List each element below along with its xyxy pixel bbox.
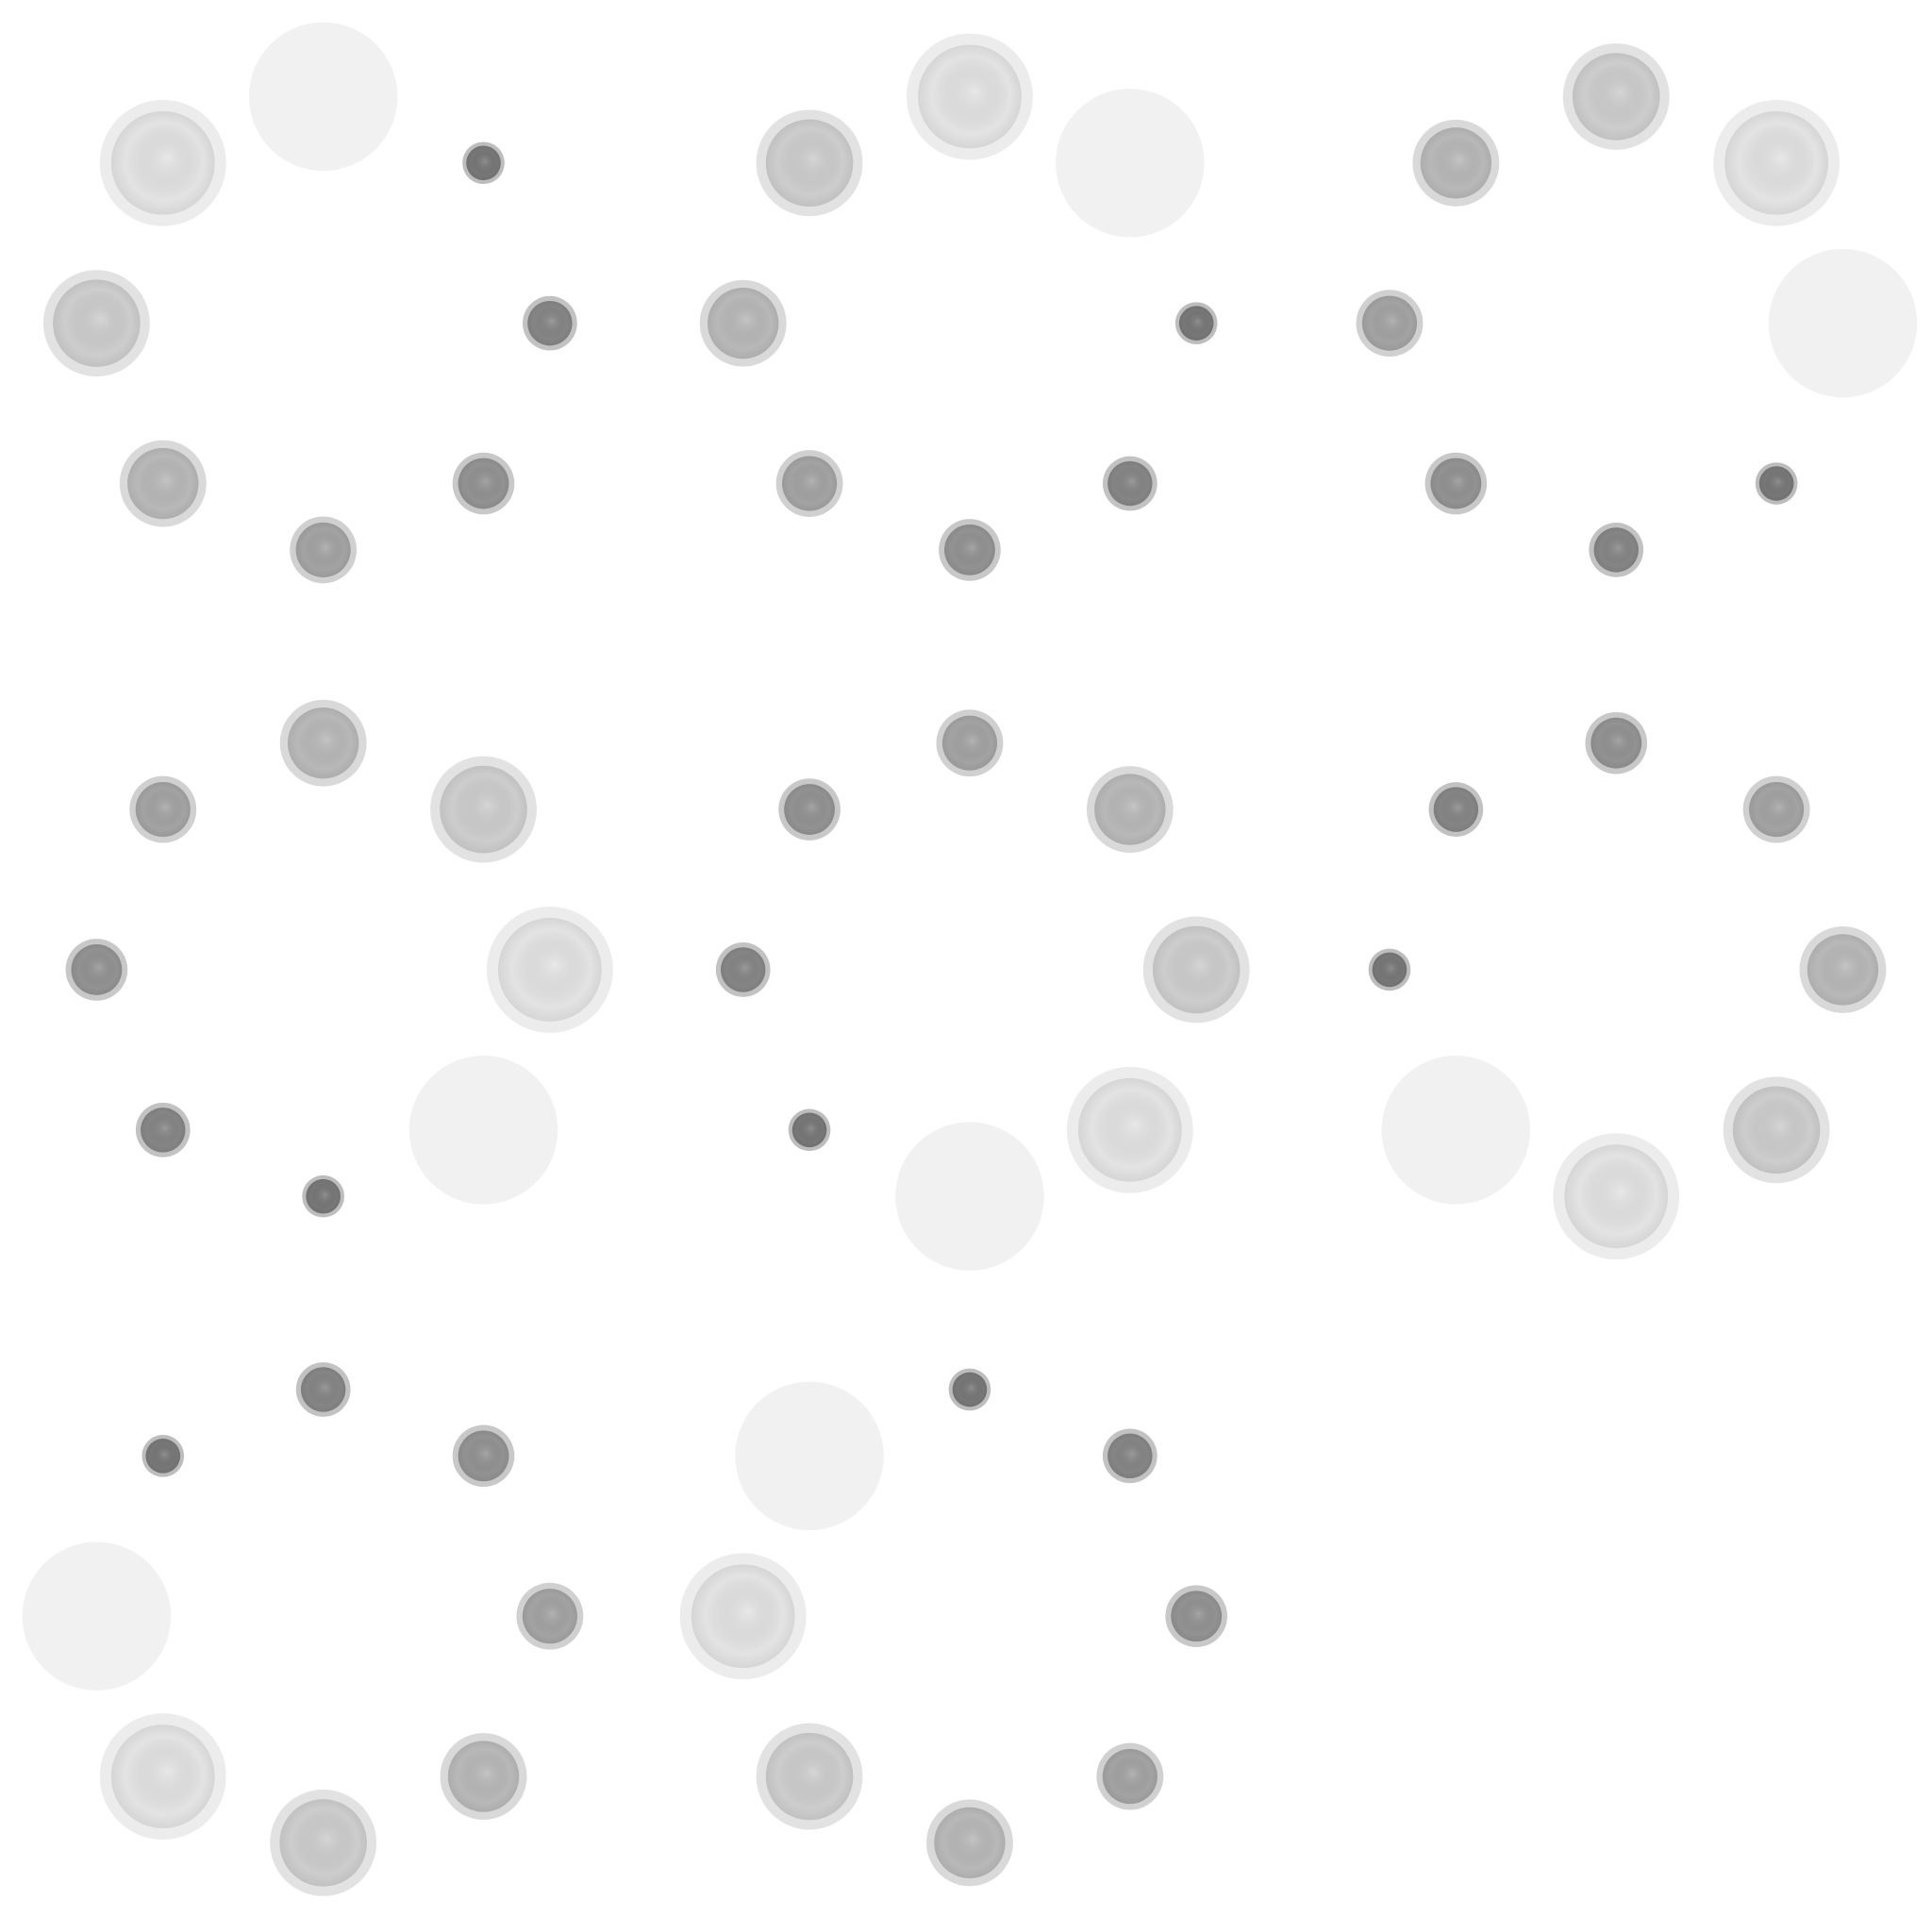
spinner-dot-shade bbox=[1178, 306, 1214, 341]
spinner-dot-shade bbox=[1593, 527, 1639, 573]
spinner-dot-shade bbox=[1108, 460, 1153, 507]
spinner-dot-shade bbox=[1758, 466, 1794, 501]
spinner-dot-shade bbox=[279, 1799, 367, 1887]
spinner-dot bbox=[248, 22, 398, 172]
spinner-frame bbox=[715, 709, 1250, 1271]
spinner-frame bbox=[679, 1368, 1228, 1887]
spinner-dot-shade bbox=[497, 918, 602, 1022]
spinner-dot-shade bbox=[1108, 1433, 1153, 1479]
spinner-dot-shade bbox=[691, 1564, 795, 1669]
spinner-dot-shade bbox=[141, 1108, 186, 1153]
spinner-dot-shade bbox=[1807, 934, 1879, 1006]
spinner-dot-shade bbox=[1433, 787, 1479, 832]
spinner-frame bbox=[65, 699, 613, 1218]
spinner-dot-shade bbox=[1171, 1591, 1223, 1642]
spinner-dot-shade bbox=[295, 522, 351, 577]
spinner-dot bbox=[408, 1056, 558, 1205]
spinner-dot bbox=[22, 1541, 172, 1690]
spinner-dot-shade bbox=[708, 287, 779, 359]
spinner-dot bbox=[895, 1122, 1044, 1271]
spinner-dot-shade bbox=[458, 458, 509, 509]
spinner-frame bbox=[699, 33, 1218, 581]
spinner-dot-shade bbox=[127, 447, 199, 520]
spinner-dot-shade bbox=[1094, 774, 1166, 845]
spinner-dot-shade bbox=[527, 300, 573, 346]
spinner-dot-shade bbox=[941, 715, 998, 771]
spinner-dot-shade bbox=[781, 456, 838, 511]
spinner-dot-shade bbox=[300, 1367, 346, 1412]
spinner-dot-shade bbox=[110, 110, 215, 215]
spinner-dot-shade bbox=[53, 279, 141, 367]
spinner-dot-shade bbox=[135, 781, 191, 838]
spinner-frame bbox=[42, 22, 577, 584]
spinner-dot-shade bbox=[934, 1807, 1006, 1879]
spinner-dot-shade bbox=[944, 524, 995, 575]
spinner-frame bbox=[22, 1362, 584, 1896]
spinner-dot-shade bbox=[765, 1732, 854, 1821]
spinner-dot-shade bbox=[1724, 110, 1829, 215]
spinner-dot-shade bbox=[1102, 1749, 1158, 1805]
spinner-dot-shade bbox=[791, 1112, 827, 1148]
spinner-dot-shade bbox=[1430, 458, 1482, 509]
spinner-dot bbox=[735, 1381, 884, 1531]
spinner-dot-shade bbox=[721, 947, 766, 992]
spinner-dot-shade bbox=[918, 44, 1022, 149]
spinner-dot-shade bbox=[765, 119, 854, 208]
spinner-dot-shade bbox=[1591, 717, 1642, 769]
spinner-dot-shade bbox=[1077, 1077, 1182, 1182]
spinner-dot-shade bbox=[458, 1430, 509, 1482]
spinner-frame bbox=[1368, 711, 1887, 1260]
spinner-dot bbox=[1056, 88, 1205, 238]
spinner-dot-shade bbox=[287, 708, 359, 779]
spinner-dot bbox=[1381, 1056, 1531, 1205]
spinner-dot-shade bbox=[1564, 1144, 1669, 1249]
spinner-dot-shade bbox=[1152, 925, 1241, 1014]
spinner-dot-shade bbox=[1732, 1086, 1821, 1174]
spinner-dot-shade bbox=[1572, 53, 1660, 141]
spinner-dot-shade bbox=[784, 784, 835, 835]
spinner-dot-shade bbox=[522, 1589, 577, 1644]
spinner-dot-shade bbox=[466, 145, 501, 181]
spinner-dot-shade bbox=[447, 1740, 520, 1812]
spinner-dot-shade bbox=[306, 1178, 341, 1214]
spinner-dot-shade bbox=[145, 1439, 181, 1474]
spinner-dot-shade bbox=[1372, 952, 1407, 988]
spinner-dot-shade bbox=[1361, 295, 1418, 351]
spinner-dot-shade bbox=[440, 765, 527, 854]
spinner-dot-shade bbox=[110, 1724, 215, 1829]
spinner-dot-shade bbox=[1749, 781, 1805, 838]
spinner-dot-shade bbox=[71, 944, 123, 995]
spinner-frame bbox=[1356, 42, 1918, 577]
spinner-dot bbox=[1768, 248, 1918, 398]
spinner-dot-shade bbox=[952, 1372, 988, 1407]
spinner-dot-shade bbox=[1420, 127, 1492, 199]
